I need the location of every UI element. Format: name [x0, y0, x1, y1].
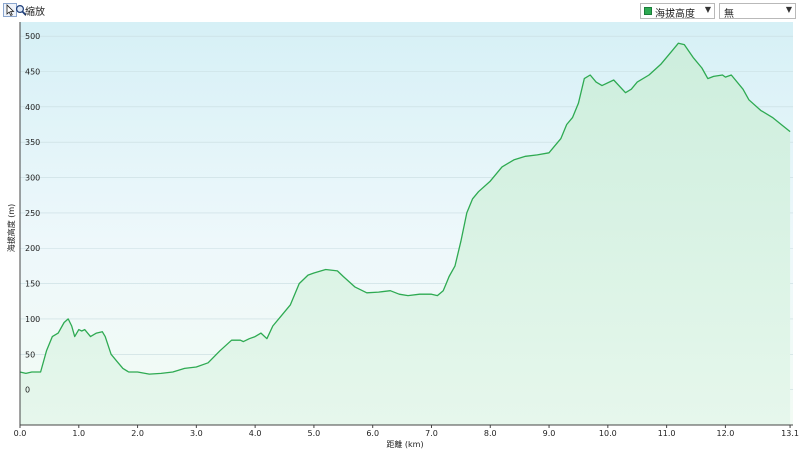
x-tick-label: 0.0 [14, 429, 27, 438]
x-tick-label: 9.0 [543, 429, 556, 438]
y-tick-label: 300 [25, 174, 40, 183]
x-tick-label: 1.0 [72, 429, 85, 438]
x-tick-label: 12.0 [716, 429, 734, 438]
series-select-value: 海拔高度 [655, 9, 695, 20]
x-tick-label: 7.0 [425, 429, 438, 438]
chevron-down-icon: ▼ [785, 5, 792, 14]
y-axis-title: 海拔高度 (m) [6, 204, 16, 253]
x-axis-title: 距離 (km) [386, 439, 423, 449]
elevation-area-fill [20, 43, 791, 425]
series-color-swatch [644, 7, 652, 15]
y-tick-label: 0 [25, 386, 30, 395]
x-tick-label: 3.0 [190, 429, 203, 438]
x-tick-label: 4.0 [249, 429, 262, 438]
x-axis-ticks: 0.0 1.0 2.0 3.0 4.0 5.0 6.0 7.0 8.0 9.0 10.0 11.0 12… [14, 425, 799, 438]
x-tick-label: 13.1 [781, 429, 799, 438]
y-tick-label: 350 [25, 138, 40, 147]
chart-toolbar: 縮放 海拔高度 ▼ 無 ▼ [0, 0, 800, 22]
x-tick-label: 5.0 [308, 429, 321, 438]
y-tick-label: 250 [25, 209, 40, 218]
chevron-down-icon: ▼ [704, 5, 711, 14]
y-tick-label: 50 [25, 350, 35, 359]
y-tick-label: 450 [25, 67, 40, 76]
y-tick-label: 100 [25, 315, 40, 324]
x-tick-label: 6.0 [366, 429, 379, 438]
secondary-select-value: 無 [724, 9, 734, 20]
elevation-line [19, 42, 791, 375]
x-tick-label: 10.0 [599, 429, 617, 438]
cursor-arrow-icon[interactable] [3, 3, 17, 17]
magnifier-icon[interactable] [14, 3, 28, 17]
y-tick-label: 500 [25, 32, 40, 41]
secondary-series-select[interactable]: 無 ▼ [719, 3, 796, 20]
y-tick-label: 400 [25, 103, 40, 112]
x-tick-label: 8.0 [484, 429, 497, 438]
y-tick-label: 150 [25, 280, 40, 289]
zoom-label[interactable]: 縮放 [25, 7, 45, 18]
y-tick-label: 200 [25, 244, 40, 253]
x-tick-label: 11.0 [658, 429, 676, 438]
series-select[interactable]: 海拔高度 ▼ [640, 3, 715, 20]
x-tick-label: 2.0 [131, 429, 144, 438]
